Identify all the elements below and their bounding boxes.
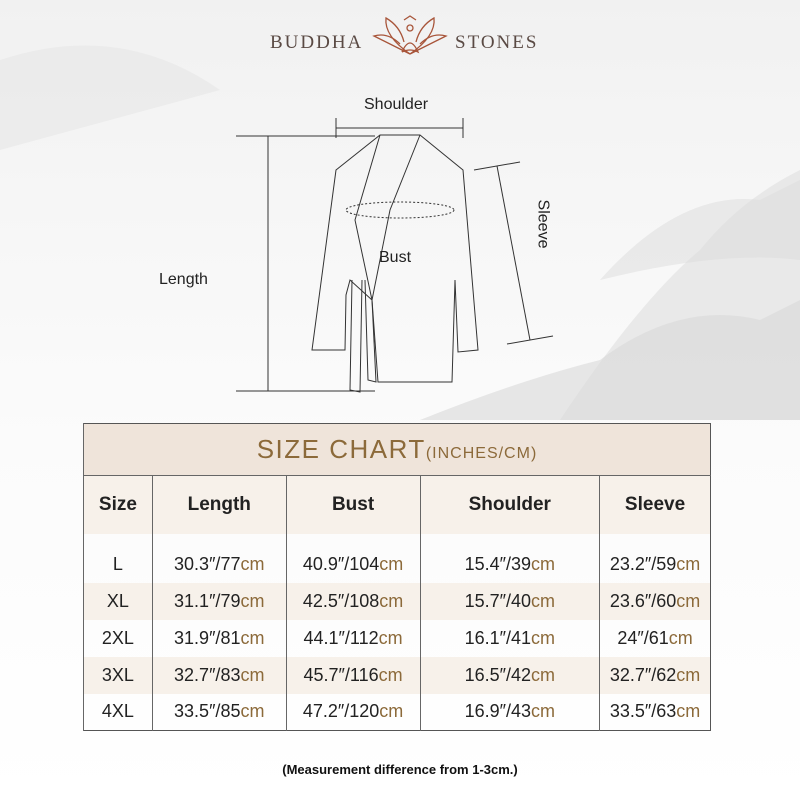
measurement-cell: 33.5″/85cm bbox=[151, 693, 287, 731]
label-bust: Bust bbox=[379, 249, 412, 266]
header-row: Size Length Bust Shoulder Sleeve bbox=[83, 475, 711, 534]
measurement-cell: 24″/61cm bbox=[599, 619, 711, 657]
measurement-cell: 16.9″/43cm bbox=[419, 693, 600, 731]
measurement-cell: 15.4″/39cm bbox=[419, 533, 600, 583]
brand-right: STONES bbox=[455, 32, 539, 53]
table-row: 2XL 31.9″/81cm 44.1″/112cm 16.1″/41cm 24″/61… bbox=[83, 619, 711, 657]
table-row: XL 31.1″/79cm 42.5″/108cm 15.7″/40cm 23.6″/6… bbox=[83, 582, 711, 620]
label-sleeve: Sleeve bbox=[534, 199, 552, 249]
measurement-cell: 33.5″/63cm bbox=[599, 693, 711, 731]
col-length: Length bbox=[151, 475, 287, 534]
measurement-cell: 16.1″/41cm bbox=[419, 619, 600, 657]
col-size: Size bbox=[83, 475, 153, 534]
measurement-cell: 44.1″/112cm bbox=[285, 619, 420, 657]
size-cell: L bbox=[83, 533, 153, 583]
label-shoulder: Shoulder bbox=[364, 96, 429, 113]
brand-left: BUDDHA bbox=[270, 32, 364, 53]
measurement-cell: 47.2″/120cm bbox=[285, 693, 420, 731]
measurement-cell: 15.7″/40cm bbox=[419, 582, 600, 620]
measurement-cell: 40.9″/104cm bbox=[285, 533, 420, 583]
label-length: Length bbox=[159, 271, 208, 288]
measurement-note: (Measurement difference from 1-3cm.) bbox=[282, 762, 518, 777]
col-shoulder: Shoulder bbox=[419, 475, 600, 534]
measurement-cell: 32.7″/83cm bbox=[151, 656, 287, 694]
measurement-cell: 31.9″/81cm bbox=[151, 619, 287, 657]
col-sleeve: Sleeve bbox=[599, 475, 711, 534]
brand-logo: BUDDHA STONES bbox=[0, 15, 800, 62]
garment-diagram: Shoulder Bust Length Sleeve bbox=[0, 80, 800, 420]
size-cell: 2XL bbox=[83, 619, 153, 657]
measurement-cell: 16.5″/42cm bbox=[419, 656, 600, 694]
measurement-cell: 45.7″/116cm bbox=[285, 656, 420, 694]
measurement-cell: 23.2″/59cm bbox=[599, 533, 711, 583]
col-bust: Bust bbox=[285, 475, 420, 534]
size-cell: 4XL bbox=[83, 693, 153, 731]
size-cell: 3XL bbox=[83, 656, 153, 694]
table-title: SIZE CHART(INCHES/CM) bbox=[83, 423, 711, 476]
measurement-cell: 23.6″/60cm bbox=[599, 582, 711, 620]
table-row: L 30.3″/77cm 40.9″/104cm 15.4″/39cm 23.2″/59… bbox=[83, 533, 711, 583]
measurement-cell: 30.3″/77cm bbox=[151, 533, 287, 583]
measurement-cell: 31.1″/79cm bbox=[151, 582, 287, 620]
lotus-meditation-icon bbox=[372, 15, 448, 55]
size-cell: XL bbox=[83, 582, 153, 620]
measurement-cell: 42.5″/108cm bbox=[285, 582, 420, 620]
measurement-cell: 32.7″/62cm bbox=[599, 656, 711, 694]
table-row: 3XL 32.7″/83cm 45.7″/116cm 16.5″/42cm 32.7″/… bbox=[83, 656, 711, 694]
robe-sketch bbox=[236, 118, 554, 393]
table-row: 4XL 33.5″/85cm 47.2″/120cm 16.9″/43cm 33.5″/… bbox=[83, 693, 711, 731]
size-chart-table: SIZE CHART(INCHES/CM) Size Length Bust S… bbox=[83, 423, 711, 731]
